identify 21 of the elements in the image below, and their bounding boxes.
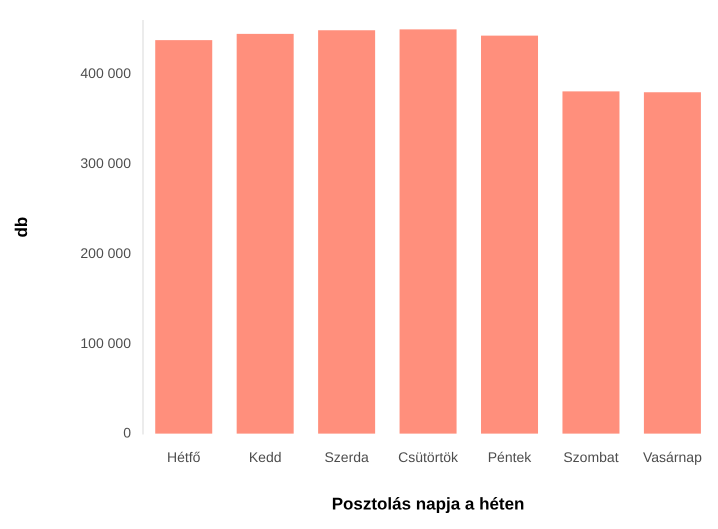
y-tick-label: 400 000 [80,65,132,82]
bar [318,30,376,434]
y-tick-label: 300 000 [80,155,132,172]
x-tick-label: Szerda [324,449,370,466]
x-tick-label: Szombat [563,449,619,466]
x-tick-label: Vasárnap [642,449,702,466]
x-axis-title: Posztolás napja a héten [332,494,524,514]
bar [562,91,620,434]
bar [644,92,701,434]
y-tick-label: 200 000 [80,244,132,261]
bar [400,29,457,434]
bar [155,40,212,434]
y-axis-title: db [12,216,31,238]
x-tick-label: Csütörtök [398,449,460,466]
y-tick-label: 0 [123,424,132,441]
bar [236,34,294,434]
x-tick-label: Péntek [488,449,532,466]
bar [481,36,538,434]
x-tick-label: Kedd [248,449,282,466]
y-tick-label: 100 000 [80,334,132,351]
x-tick-label: Hétfő [166,449,201,466]
